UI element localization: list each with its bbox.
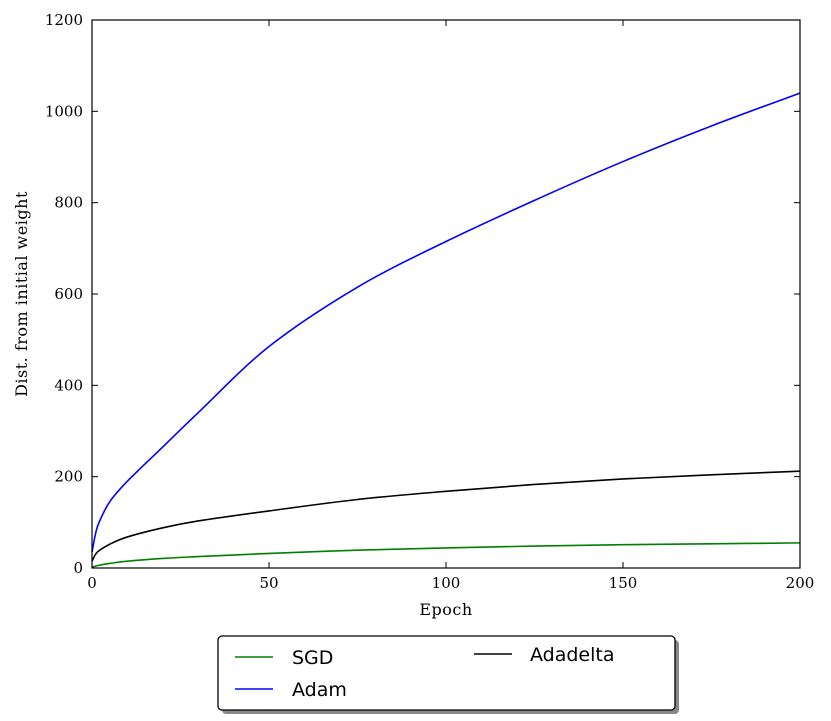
x-tick-label: 100 [432, 574, 461, 592]
series-line-adam [91, 92, 801, 553]
series-line-sgd [91, 542, 801, 568]
y-axis-label: Dist. from initial weight [12, 191, 31, 397]
plot-frame [91, 19, 801, 569]
x-axis-label: Epoch [419, 600, 472, 619]
legend: SGD Adam Adadelta [217, 635, 679, 714]
x-tick-label: 200 [786, 574, 815, 592]
y-tick-label: 200 [54, 468, 83, 486]
legend-box [217, 635, 676, 711]
x-tick-label: 0 [87, 574, 97, 592]
y-tick-label: 1000 [45, 102, 83, 120]
y-tick-label: 1200 [45, 11, 83, 29]
plot-lines [91, 92, 801, 568]
y-tick-label: 400 [54, 376, 83, 394]
axis-ticks [91, 19, 801, 569]
series-line-adadelta [91, 470, 801, 562]
y-tick-label: 600 [54, 285, 83, 303]
y-tick-label: 0 [73, 559, 83, 577]
legend-label-sgd: SGD [292, 647, 333, 669]
legend-label-adam: Adam [292, 679, 347, 701]
x-tick-label: 50 [259, 574, 278, 592]
tick-labels: 0 50 100 150 200 0 200 400 600 800 1000 1200 [45, 11, 815, 592]
y-tick-label: 800 [54, 194, 83, 212]
x-tick-label: 150 [609, 574, 638, 592]
legend-label-adadelta: Adadelta [530, 644, 615, 666]
